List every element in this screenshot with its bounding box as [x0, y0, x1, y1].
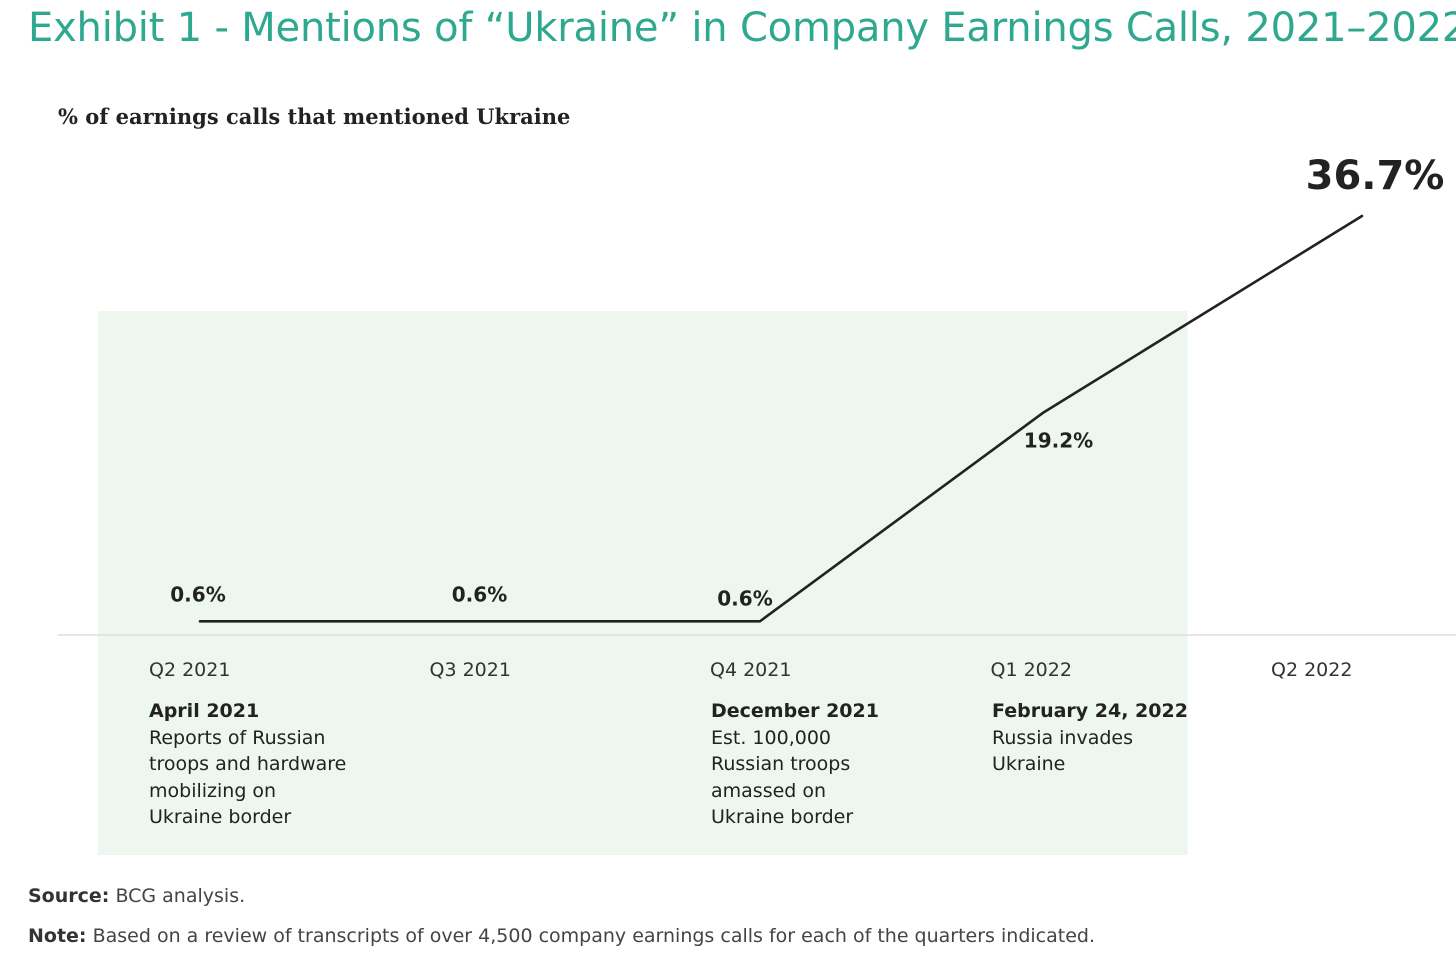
- event-text-line: amassed on: [711, 779, 827, 802]
- y-axis-label: % of earnings calls that mentioned Ukrai…: [58, 104, 571, 129]
- event-date: February 24, 2022: [992, 700, 1188, 722]
- event-date: December 2021: [711, 700, 879, 722]
- x-tick-label: Q2 2021: [149, 659, 230, 681]
- note-text: Based on a review of transcripts of over…: [92, 925, 1095, 947]
- data-label: 0.6%: [717, 586, 772, 610]
- event-text-line: Ukraine: [992, 753, 1066, 776]
- chart-title: Exhibit 1 - Mentions of “Ukraine” in Com…: [28, 5, 1456, 51]
- event-text-line: Ukraine border: [711, 806, 854, 829]
- source-text: BCG analysis.: [115, 885, 246, 907]
- data-line: [198, 214, 1364, 623]
- event-annotation-april-2021: April 2021 Reports of Russian troops and…: [149, 698, 346, 831]
- event-text-line: Russia invades: [992, 726, 1134, 749]
- data-label: 0.6%: [452, 582, 507, 606]
- event-text-line: Russian troops: [711, 753, 851, 776]
- highlight-band: [98, 311, 1188, 855]
- event-date: April 2021: [149, 700, 260, 722]
- event-text-line: troops and hardware: [149, 753, 347, 776]
- data-label: 19.2%: [1024, 428, 1093, 452]
- x-tick-label: Q2 2022: [1271, 659, 1352, 681]
- data-label: 0.6%: [170, 582, 225, 606]
- x-tick-label: Q3 2021: [430, 659, 511, 681]
- source-note: Source: BCG analysis.: [28, 885, 245, 907]
- event-text-line: Reports of Russian: [149, 726, 326, 749]
- event-text-line: Ukraine border: [149, 806, 292, 829]
- event-text-line: Est. 100,000: [711, 726, 832, 749]
- event-annotation-february-2022: February 24, 2022 Russia invades Ukraine: [992, 698, 1188, 778]
- x-tick-label: Q4 2021: [710, 659, 791, 681]
- event-annotation-december-2021: December 2021 Est. 100,000 Russian troop…: [711, 698, 879, 831]
- data-label: 36.7%: [1306, 153, 1445, 199]
- source-label: Source:: [28, 885, 110, 907]
- note-label: Note:: [28, 925, 87, 947]
- footnote: Note: Based on a review of transcripts o…: [28, 925, 1095, 947]
- x-tick-label: Q1 2022: [991, 659, 1072, 681]
- event-text-line: mobilizing on: [149, 779, 277, 802]
